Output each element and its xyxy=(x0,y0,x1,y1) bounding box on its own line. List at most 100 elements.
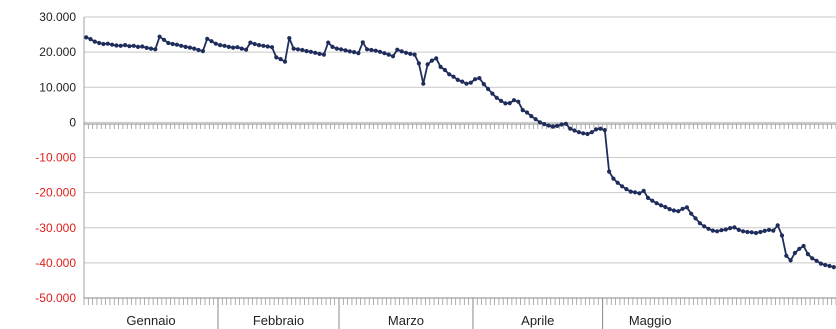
category-label: Aprile xyxy=(521,313,554,328)
data-point xyxy=(511,98,517,103)
data-point xyxy=(153,47,158,52)
y-tick-label: -10.000 xyxy=(35,151,76,165)
data-point xyxy=(524,110,530,115)
data-point xyxy=(88,37,93,42)
data-point xyxy=(425,62,430,67)
data-point xyxy=(84,35,89,40)
y-tick-label: -40.000 xyxy=(35,256,76,270)
data-point xyxy=(97,40,102,46)
data-point xyxy=(352,50,357,55)
data-point xyxy=(529,114,534,119)
data-point xyxy=(135,44,141,50)
data-point xyxy=(148,46,154,51)
x-axis-ticks xyxy=(83,124,836,305)
y-tick-label: 30.000 xyxy=(39,10,76,24)
data-point xyxy=(369,47,374,53)
data-point xyxy=(161,37,167,42)
data-point xyxy=(615,180,620,185)
data-point xyxy=(572,128,577,133)
data-point xyxy=(667,207,672,212)
data-point xyxy=(174,42,179,47)
data-point xyxy=(304,49,309,54)
data-point xyxy=(416,61,421,66)
data-point xyxy=(602,128,607,133)
data-point xyxy=(356,51,361,56)
data-point xyxy=(110,42,115,47)
data-point xyxy=(831,265,836,270)
data-point xyxy=(516,99,521,104)
data-point xyxy=(585,131,590,137)
data-point xyxy=(758,229,763,235)
data-point xyxy=(598,126,603,131)
data-point xyxy=(697,221,703,226)
data-point xyxy=(728,226,733,231)
data-point xyxy=(321,52,326,57)
data-point xyxy=(170,41,175,47)
data-point xyxy=(762,228,767,233)
data-point xyxy=(196,47,201,53)
data-point xyxy=(771,228,776,233)
data-point xyxy=(671,208,677,213)
data-point xyxy=(507,101,512,106)
data-point xyxy=(256,43,262,48)
data-point xyxy=(330,44,335,50)
data-point xyxy=(282,59,288,64)
data-point xyxy=(287,36,292,41)
data-point xyxy=(166,40,171,46)
data-point xyxy=(736,227,741,232)
data-point xyxy=(239,46,244,51)
data-point xyxy=(261,43,266,48)
data-point xyxy=(814,258,819,263)
data-point xyxy=(399,49,404,54)
series-balance xyxy=(84,34,836,270)
data-point xyxy=(421,81,426,86)
data-point xyxy=(555,123,560,128)
gridlines xyxy=(84,16,836,299)
data-point xyxy=(265,44,270,49)
data-point xyxy=(542,122,547,127)
data-point xyxy=(140,44,145,49)
data-point xyxy=(252,41,257,47)
data-point xyxy=(650,198,655,203)
data-point xyxy=(477,76,482,81)
data-point xyxy=(827,263,832,269)
data-point xyxy=(766,227,772,232)
data-point xyxy=(663,204,668,210)
data-point xyxy=(805,252,811,257)
data-point xyxy=(157,34,162,39)
data-point xyxy=(317,51,322,57)
data-point xyxy=(702,224,707,229)
y-tick-label: -20.000 xyxy=(35,186,76,200)
data-point xyxy=(576,130,582,135)
data-point xyxy=(594,127,599,132)
category-label: Marzo xyxy=(388,313,424,328)
data-point xyxy=(123,43,128,48)
data-point xyxy=(680,206,685,211)
data-point xyxy=(222,43,227,48)
data-point xyxy=(360,40,365,45)
data-point xyxy=(451,74,456,79)
data-point xyxy=(447,72,452,77)
data-point xyxy=(503,101,508,106)
data-point xyxy=(568,126,573,131)
data-point xyxy=(365,47,370,52)
data-point xyxy=(537,120,543,125)
data-point xyxy=(481,82,486,87)
y-tick-label: 10.000 xyxy=(39,80,76,94)
data-point xyxy=(753,230,759,236)
data-point xyxy=(520,108,525,113)
y-tick-label: -50.000 xyxy=(35,291,76,305)
data-point xyxy=(823,262,828,268)
data-point xyxy=(723,227,728,232)
data-point xyxy=(390,54,396,59)
data-point xyxy=(274,55,279,60)
data-point xyxy=(403,50,409,55)
data-point xyxy=(343,48,348,53)
data-point xyxy=(624,187,629,192)
y-axis-tick-labels: 30.000 20.000 10.000 0 -10.000 -20.000 -30.000… xyxy=(35,10,76,305)
data-point xyxy=(490,91,495,96)
y-tick-label: 20.000 xyxy=(39,45,76,59)
data-point xyxy=(442,67,447,73)
data-point xyxy=(637,191,642,196)
